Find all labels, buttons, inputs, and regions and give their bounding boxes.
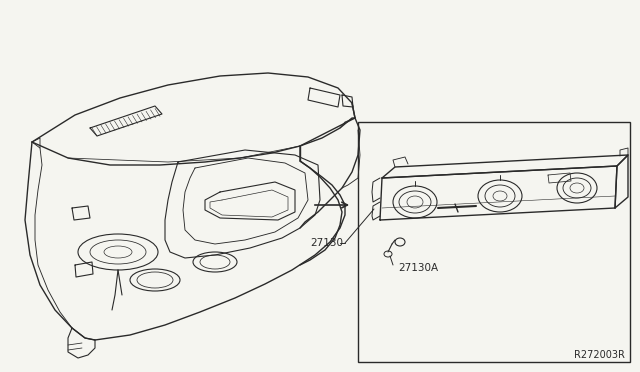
- Text: 27130: 27130: [310, 238, 343, 248]
- Text: R272003R: R272003R: [574, 350, 625, 360]
- Text: 27130A: 27130A: [398, 263, 438, 273]
- Bar: [358, 122, 630, 362]
